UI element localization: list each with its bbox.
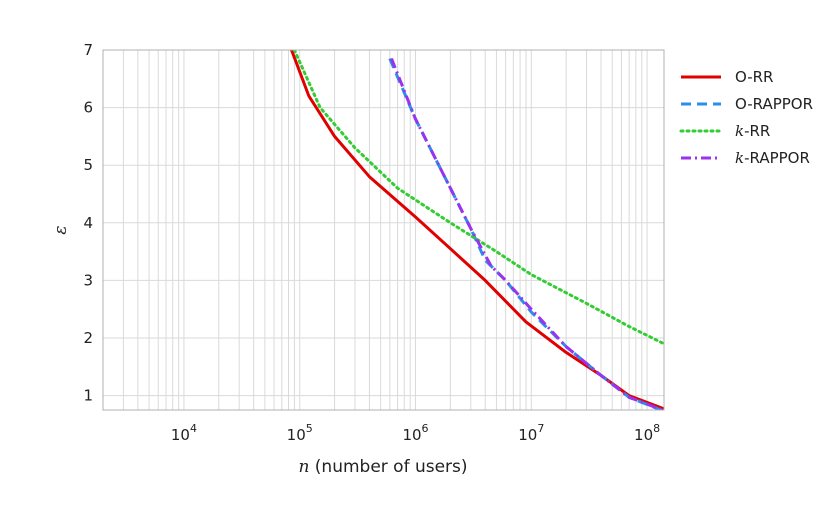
legend: O-RR O-RAPPOR k-RR k-RAPPOR bbox=[679, 68, 813, 167]
legend-label: O-RAPPOR bbox=[735, 95, 813, 113]
y-tick-label: 6 bbox=[83, 99, 93, 117]
tick-labels: 1 2 3 4 5 6 7 104 105 106 107 108 bbox=[83, 41, 660, 444]
y-tick-label: 5 bbox=[83, 156, 93, 174]
series-line-o-rappor bbox=[388, 58, 664, 410]
x-axis-label: n (number of users) bbox=[298, 457, 467, 477]
y-tick-label: 2 bbox=[83, 329, 93, 347]
y-tick-label: 1 bbox=[83, 387, 93, 405]
series-line-k-rr bbox=[292, 50, 664, 346]
x-tick-label: 107 bbox=[518, 422, 544, 444]
y-tick-label: 7 bbox=[83, 41, 93, 59]
y-axis-label: ε bbox=[51, 225, 71, 234]
plot-frame bbox=[102, 49, 665, 411]
y-tick-label: 3 bbox=[83, 271, 93, 289]
x-tick-label: 104 bbox=[171, 422, 197, 444]
grid-lines bbox=[102, 49, 664, 410]
legend-label: O-RR bbox=[735, 68, 773, 86]
legend-label: k-RR bbox=[735, 122, 770, 140]
series-lines bbox=[290, 50, 664, 410]
legend-label: k-RAPPOR bbox=[735, 149, 810, 167]
x-tick-label: 105 bbox=[287, 422, 313, 444]
x-tick-label: 108 bbox=[634, 422, 660, 444]
y-tick-label: 4 bbox=[83, 214, 93, 232]
x-tick-label: 106 bbox=[402, 422, 428, 444]
